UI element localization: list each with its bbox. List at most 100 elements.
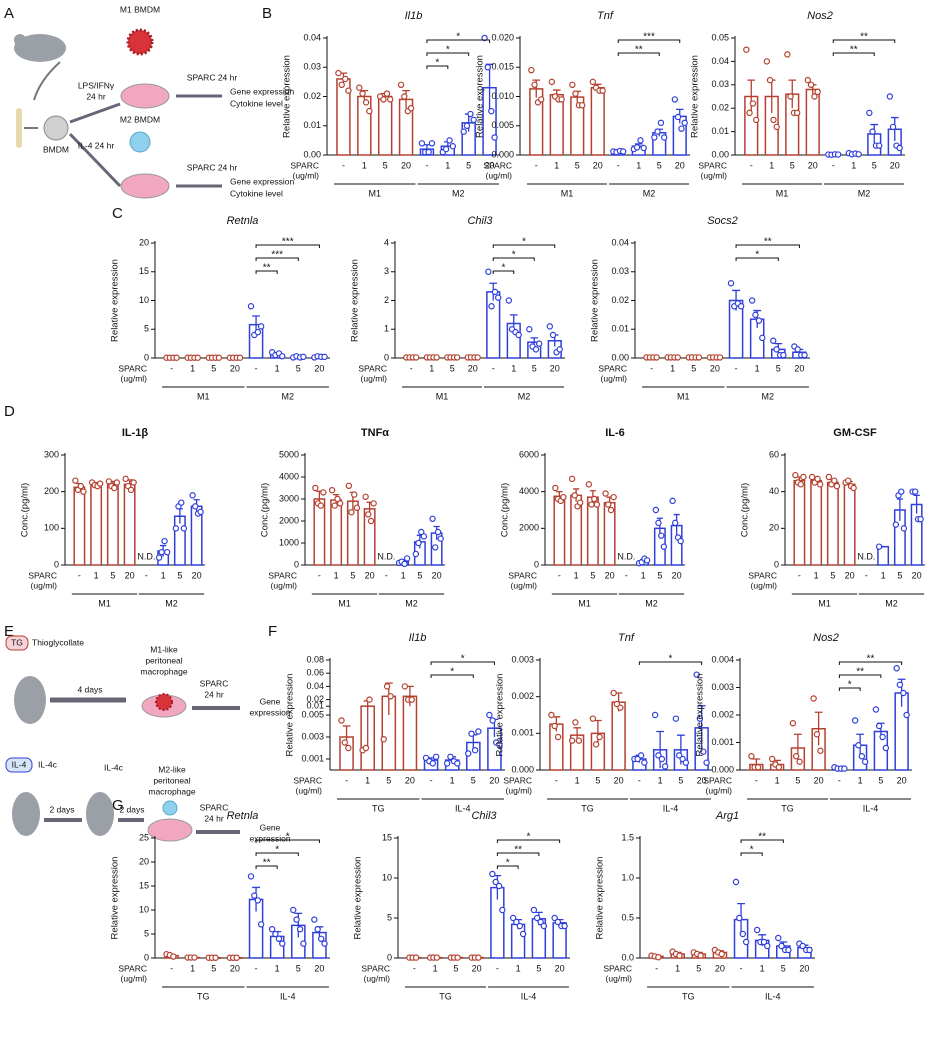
data-point [528,66,535,74]
data-point [505,297,513,304]
data-point [893,665,900,672]
x-tick-label: - [655,963,658,973]
bar [826,481,839,566]
data-point [236,354,244,361]
data-point [105,478,113,485]
data-point [540,922,548,930]
data-point [748,297,756,304]
data-point [111,484,118,492]
data-point [785,946,792,954]
group-label: M2 [858,188,871,198]
data-point [367,517,375,525]
x-tick-label: 20 [555,963,565,973]
bar [611,701,626,771]
y-axis-label: Conc.(pg/ml) [20,483,31,537]
data-point [272,930,279,938]
data-point [851,717,859,724]
data-point [858,753,866,760]
y-tick-label: 1 [384,324,389,334]
panel-label: G [112,797,124,814]
data-point [341,739,348,746]
x-tick-label: 1 [362,160,367,170]
dish [120,83,170,109]
data-point [637,752,645,759]
data-point [775,934,782,942]
dish [147,818,193,842]
data-point [799,942,806,950]
data-point [178,499,185,506]
x-tick-label: - [255,363,258,373]
data-point [610,689,617,697]
y-tick-label: 0.0 [621,952,634,962]
x-label: SPARC [118,963,147,973]
sig-bracket [430,674,474,678]
y-tick-label: 300 [44,449,59,459]
x-tick-label: 1 [575,775,580,785]
data-point [578,102,586,109]
x-label: SPARC [361,963,390,973]
group-label: M1 [98,598,111,608]
y-tick-label: 5 [144,928,149,938]
x-label: SPARC [483,160,512,170]
y-tick-label: 0.04 [611,237,629,247]
data-point [551,914,558,922]
x-unit: (ug/ml) [361,373,388,383]
label-box [5,757,33,773]
bar [377,95,393,156]
x-tick-label: 1 [769,160,774,170]
diagram-text: SPARC [200,678,229,688]
y-tick-label: 5000 [279,449,299,459]
x-unit: (ug/ml) [121,373,148,383]
y-axis-label: Relative expression [282,55,293,138]
data-point [161,537,168,545]
group-label: M2 [643,188,656,198]
data-point [383,90,391,97]
data-point [318,935,325,943]
sig-bracket [255,839,320,843]
data-point [488,107,495,115]
y-axis-label: Relative expression [495,674,506,757]
x-tick-label: 5 [466,160,471,170]
data-point [768,755,776,763]
data-point [300,353,307,361]
data-point [917,515,924,523]
x-label: SPARC [598,363,627,373]
chart: GM-CSF Conc.(pg/ml) 0 20 40 60 SPARC(ug/ml) - 1 5… [740,427,925,608]
data-point [558,96,565,103]
m2-cell [162,800,178,816]
x-unit: (ug/ml) [511,580,538,590]
diagram-text: macrophage [148,786,196,796]
data-point [568,475,576,483]
x-tick-label: 20 [808,160,818,170]
data-point [312,484,319,492]
data-point [651,711,659,719]
data-point [257,323,265,330]
chart: Arg1 Relative expression 0.0 0.5 1.0 1.5 SPARC… [595,810,815,1001]
diagram-text: Thioglycollate [32,637,84,647]
data-point [247,873,255,880]
x-tick-label: 5 [790,160,795,170]
mouse-icon [14,34,66,62]
sig-label: ** [856,667,864,678]
data-point [770,116,777,124]
data-point [599,87,606,94]
dish [120,173,170,199]
x-tick-label: 1 [881,570,886,580]
sig-bracket [492,244,556,248]
data-point [773,346,780,353]
y-tick-label: 0.01 [611,324,629,334]
y-tick-label: 4000 [519,486,539,496]
y-tick-label: 0 [387,952,392,962]
data-point [736,914,743,922]
sig-label: *** [282,237,294,248]
sig-bracket [735,257,779,261]
data-point [869,128,876,135]
data-point [494,294,502,301]
data-point [792,753,800,760]
x-tick-label: 1 [275,963,280,973]
data-point [345,744,352,752]
data-point [546,323,554,330]
data-point [554,918,562,926]
x-tick-label: 5 [696,963,701,973]
data-point [77,482,84,490]
